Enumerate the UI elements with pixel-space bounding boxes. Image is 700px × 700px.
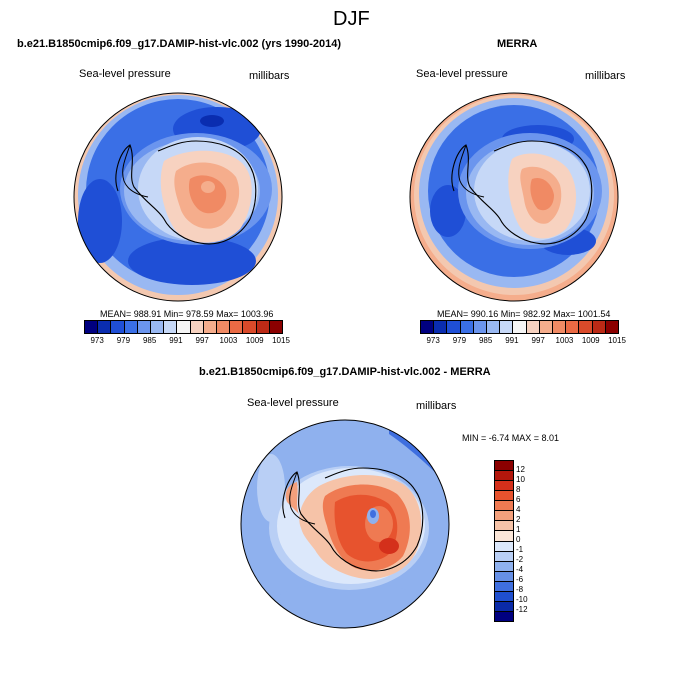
colorbar-tick-label: 6: [516, 495, 521, 504]
colorbar-tick-label: -6: [516, 575, 524, 584]
colorbar-swatch: [229, 321, 243, 333]
colorbar-swatch: [163, 321, 177, 333]
colorbar-tick-label: -12: [516, 605, 528, 614]
figure-title: DJF: [333, 8, 370, 30]
colorbar-swatch: [216, 321, 230, 333]
colorbar-swatch: [446, 321, 460, 333]
colorbar-tick-label: 1003: [219, 336, 238, 345]
panel-top-right-header: MERRA: [497, 38, 538, 50]
panel-top-right-field: Sea-level pressure: [416, 68, 508, 80]
colorbar-swatch: [512, 321, 526, 333]
colorbar-swatch: [495, 470, 513, 481]
panel-top-left-stats: MEAN= 988.91 Min= 978.59 Max= 1003.96: [100, 309, 274, 319]
colorbar-swatch: [552, 321, 566, 333]
panel-top-right-stats: MEAN= 990.16 Min= 982.92 Max= 1001.54: [437, 309, 611, 319]
colorbar-swatch: [97, 321, 111, 333]
colorbar-swatch: [565, 321, 579, 333]
panel-top-right-units: millibars: [585, 70, 626, 82]
colorbar-tick-label: -2: [516, 555, 524, 564]
colorbar-swatch: [433, 321, 447, 333]
colorbar-swatch: [495, 461, 513, 471]
colorbar-swatch: [495, 480, 513, 491]
colorbar-tick-label: 2: [516, 515, 521, 524]
colorbar-merra: [420, 320, 619, 334]
colorbar-tick-label: 10: [516, 475, 525, 484]
panel-bottom-stats: MIN = -6.74 MAX = 8.01: [462, 433, 560, 443]
colorbar-tick-label: 1003: [555, 336, 574, 345]
colorbar-swatch: [525, 321, 539, 333]
colorbar-swatch: [538, 321, 553, 333]
colorbar-swatch: [202, 321, 217, 333]
colorbar-tick-label: 0: [516, 535, 521, 544]
colorbar-tick-label: 979: [452, 336, 467, 345]
colorbar-swatch: [495, 540, 513, 551]
panel-top-left-units: millibars: [249, 70, 290, 82]
colorbar-tick-label: -10: [516, 595, 528, 604]
colorbar-tick-label: 997: [531, 336, 545, 345]
colorbar-swatch: [591, 321, 605, 333]
colorbar-model: [84, 320, 283, 334]
colorbar-tick-label: 1015: [272, 336, 290, 345]
colorbar-swatch: [495, 610, 513, 621]
colorbar-tick-label: 1009: [245, 336, 264, 345]
panel-bottom-header: b.e21.B1850cmip6.f09_g17.DAMIP-hist-vlc.…: [199, 366, 491, 378]
polar-map-model: [73, 92, 283, 302]
colorbar-swatch: [136, 321, 151, 333]
colorbar-swatch: [268, 321, 283, 333]
panel-bottom-field: Sea-level pressure: [247, 397, 339, 409]
colorbar-swatch: [499, 321, 513, 333]
colorbar-tick-label: 997: [195, 336, 209, 345]
colorbar-tick-label: -1: [516, 545, 524, 554]
colorbar-tick-label: 4: [516, 505, 521, 514]
colorbar-swatch: [176, 321, 190, 333]
panel-top-left-field: Sea-level pressure: [79, 68, 171, 80]
colorbar-merra-ticks: 973 979 985 991 997 1003 1009 1015: [420, 336, 625, 346]
colorbar-swatch: [495, 490, 513, 501]
colorbar-swatch: [123, 321, 137, 333]
colorbar-swatch: [495, 560, 513, 571]
colorbar-tick-label: 1: [516, 525, 521, 534]
colorbar-tick-label: 12: [516, 465, 525, 474]
colorbar-swatch: [242, 321, 256, 333]
colorbar-swatch: [150, 321, 164, 333]
colorbar-swatch: [495, 530, 513, 541]
panel-top-left-header: b.e21.B1850cmip6.f09_g17.DAMIP-hist-vlc.…: [17, 38, 342, 50]
colorbar-tick-label: 8: [516, 485, 521, 494]
colorbar-tick-label: 985: [478, 336, 493, 345]
colorbar-swatch: [486, 321, 500, 333]
colorbar-swatch: [604, 321, 619, 333]
colorbar-swatch: [495, 510, 513, 521]
panel-bottom-units: millibars: [416, 400, 457, 412]
colorbar-swatch: [459, 321, 473, 333]
colorbar-swatch: [495, 570, 513, 581]
colorbar-tick-label: -8: [516, 585, 524, 594]
colorbar-tick-label: 979: [116, 336, 131, 345]
colorbar-swatch: [495, 590, 513, 601]
colorbar-swatch: [495, 600, 513, 611]
colorbar-tick-label: 973: [426, 336, 440, 345]
colorbar-tick-label: 991: [169, 336, 183, 345]
colorbar-swatch: [255, 321, 269, 333]
colorbar-difference-ticks: 12 10 8 6 4 2 1 0 -1 -2 -4 -6 -8 -10 -12: [516, 460, 546, 620]
colorbar-swatch: [472, 321, 487, 333]
colorbar-tick-label: -4: [516, 565, 524, 574]
colorbar-swatch: [495, 580, 513, 591]
colorbar-model-ticks: 973 979 985 991 997 1003 1009 1015: [84, 336, 289, 346]
colorbar-swatch: [495, 500, 513, 511]
colorbar-swatch: [110, 321, 124, 333]
colorbar-tick-label: 973: [90, 336, 104, 345]
colorbar-difference: [494, 460, 514, 622]
colorbar-swatch: [189, 321, 203, 333]
polar-map-difference: [240, 419, 450, 629]
polar-map-merra: [409, 92, 619, 302]
colorbar-swatch: [85, 321, 98, 333]
colorbar-tick-label: 991: [505, 336, 519, 345]
colorbar-tick-label: 1015: [608, 336, 626, 345]
colorbar-swatch: [495, 520, 513, 531]
colorbar-swatch: [421, 321, 434, 333]
colorbar-tick-label: 985: [142, 336, 157, 345]
colorbar-swatch: [578, 321, 592, 333]
colorbar-swatch: [495, 550, 513, 561]
colorbar-tick-label: 1009: [581, 336, 600, 345]
